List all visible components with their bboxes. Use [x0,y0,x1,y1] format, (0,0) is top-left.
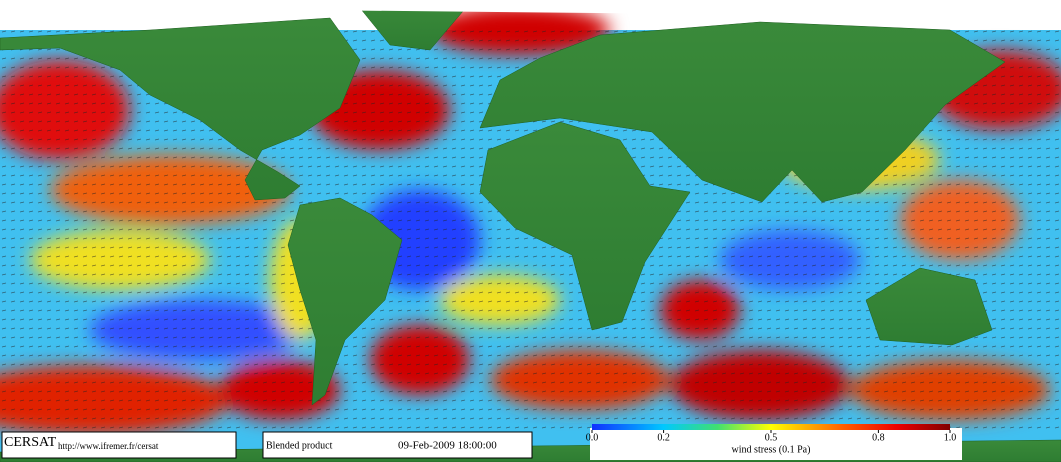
product: Blended product [266,440,333,451]
colorbar-tick-label: 0.5 [765,432,778,443]
logo: CERSAT [4,435,57,450]
colorbar-bg [590,428,962,460]
colorbar-label: wind stress (0.1 Pa) [732,444,811,455]
colorbar-tick-label: 1.0 [944,432,957,443]
colorbar: wind stress (0.1 Pa) 0.0 0.2 0.5 0.8 1.0 [586,424,962,460]
product-box [262,431,533,459]
colorbar-tick-label: 0.0 [586,432,599,443]
info-box: CERSAT http://www.ifremer.fr/cersat Blen… [1,431,533,459]
colorbar-ramp [592,424,950,430]
colorbar-tick-label: 0.2 [657,432,670,443]
url: http://www.ifremer.fr/cersat [58,441,159,451]
credit-box [1,431,237,459]
colorbar-tick-label: 0.8 [872,432,885,443]
datetime: 09-Feb-2009 18:00:00 [398,440,497,452]
